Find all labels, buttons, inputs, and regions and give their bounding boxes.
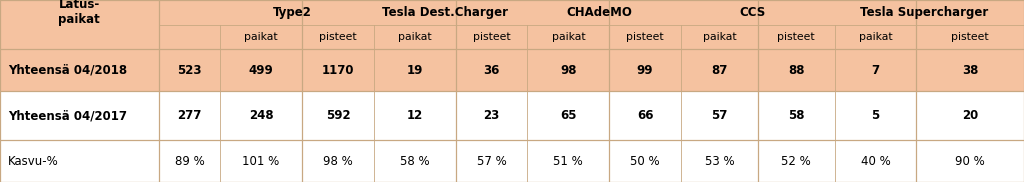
Text: 7: 7 — [871, 64, 880, 77]
Text: Tesla Dest.Charger: Tesla Dest.Charger — [382, 6, 509, 19]
Text: 51 %: 51 % — [553, 155, 584, 168]
Text: 20: 20 — [963, 109, 978, 122]
Text: 52 %: 52 % — [781, 155, 811, 168]
Text: 58: 58 — [787, 109, 805, 122]
Text: 53 %: 53 % — [705, 155, 734, 168]
Text: 57 %: 57 % — [476, 155, 507, 168]
Text: 66: 66 — [637, 109, 653, 122]
Text: 88: 88 — [787, 64, 805, 77]
Text: pisteet: pisteet — [473, 32, 510, 42]
Text: 36: 36 — [483, 64, 500, 77]
Text: 248: 248 — [249, 109, 273, 122]
Text: CHAdeMO: CHAdeMO — [566, 6, 632, 19]
Text: 523: 523 — [177, 64, 202, 77]
Text: Latus-
paikat: Latus- paikat — [58, 0, 100, 26]
Text: 98 %: 98 % — [323, 155, 353, 168]
Text: 87: 87 — [712, 64, 727, 77]
Text: 12: 12 — [407, 109, 423, 122]
Text: pisteet: pisteet — [319, 32, 356, 42]
Text: 99: 99 — [637, 64, 653, 77]
Text: Kasvu-%: Kasvu-% — [8, 155, 59, 168]
Bar — [0, 0, 1024, 49]
Bar — [0, 49, 1024, 91]
Text: 23: 23 — [483, 109, 500, 122]
Text: 277: 277 — [177, 109, 202, 122]
Text: 58 %: 58 % — [400, 155, 429, 168]
Text: 57: 57 — [712, 109, 727, 122]
Text: 98: 98 — [560, 64, 577, 77]
Text: 499: 499 — [249, 64, 273, 77]
Text: 40 %: 40 % — [860, 155, 891, 168]
Text: paikat: paikat — [859, 32, 892, 42]
Text: CCS: CCS — [739, 6, 766, 19]
Text: 38: 38 — [963, 64, 978, 77]
Text: pisteet: pisteet — [777, 32, 815, 42]
Text: 65: 65 — [560, 109, 577, 122]
Text: 101 %: 101 % — [243, 155, 280, 168]
Text: Tesla Supercharger: Tesla Supercharger — [860, 6, 988, 19]
Text: 19: 19 — [407, 64, 423, 77]
Text: Yhteensä 04/2018: Yhteensä 04/2018 — [8, 64, 127, 77]
Text: 5: 5 — [871, 109, 880, 122]
Text: Type2: Type2 — [272, 6, 311, 19]
Text: pisteet: pisteet — [951, 32, 989, 42]
Text: paikat: paikat — [398, 32, 431, 42]
Text: 1170: 1170 — [322, 64, 354, 77]
Text: pisteet: pisteet — [627, 32, 664, 42]
Text: Yhteensä 04/2017: Yhteensä 04/2017 — [8, 109, 127, 122]
Text: paikat: paikat — [245, 32, 278, 42]
Text: 89 %: 89 % — [174, 155, 205, 168]
Text: 50 %: 50 % — [631, 155, 659, 168]
Text: 90 %: 90 % — [955, 155, 985, 168]
Text: 592: 592 — [326, 109, 350, 122]
Text: paikat: paikat — [552, 32, 585, 42]
Text: paikat: paikat — [702, 32, 736, 42]
